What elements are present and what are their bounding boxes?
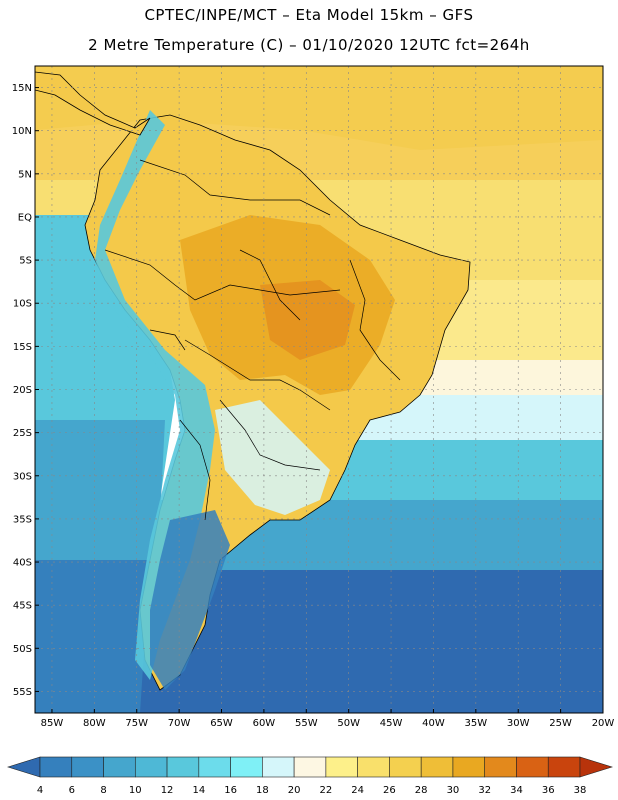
lon-label: 50W [337, 718, 360, 729]
lon-label: 55W [295, 718, 318, 729]
colorbar-cell [262, 756, 295, 778]
colorbar-cell [103, 756, 136, 778]
colorbar-label: 14 [192, 785, 205, 796]
pacific-band-mid [35, 420, 165, 580]
colorbar-label: 8 [100, 785, 106, 796]
lat-label: 5S [19, 256, 32, 267]
pacific-band-cold [35, 560, 150, 713]
colorbar-cell [357, 756, 390, 778]
colorbar-cell [420, 756, 454, 778]
colorbar-label: 18 [256, 785, 269, 796]
colorbar-label: 12 [161, 785, 174, 796]
lon-label: 30W [507, 718, 530, 729]
colorbar-cell [484, 756, 517, 778]
longitude-labels: 85W 80W 75W 70W 65W 60W 55W 50W 45W 40W 35W 30W 25W 2… [41, 718, 615, 729]
map-title-line2: 2 Metre Temperature (C) – 01/10/2020 12U… [88, 36, 530, 54]
map-title-line1: CPTEC/INPE/MCT – Eta Model 15km – GFS [144, 6, 474, 24]
colorbar-cell [134, 756, 168, 778]
lon-label: 60W [253, 718, 276, 729]
lon-label: 20W [592, 718, 615, 729]
lon-label: 85W [41, 718, 64, 729]
map-frame [34, 65, 604, 714]
colorbar-cell [452, 756, 486, 778]
colorbar-cell [71, 756, 104, 778]
lat-label: EQ [18, 212, 32, 223]
lon-label: 40W [422, 718, 445, 729]
lat-label: 40S [13, 558, 32, 569]
lon-label: 35W [465, 718, 488, 729]
colorbar-label: 32 [478, 785, 491, 796]
lat-label: 55S [13, 687, 32, 698]
lon-label: 70W [168, 718, 191, 729]
colorbar-label: 6 [69, 785, 75, 796]
lon-label: 65W [210, 718, 233, 729]
colorbar-cell [389, 756, 422, 778]
temperature-map: 15N 10N 5N EQ 5S 10S 15S 20S 25S 30S 35S 40S 45S 50S 5… [12, 65, 615, 729]
lat-lon-grid [35, 66, 604, 713]
colorbar-cell [39, 756, 73, 778]
colorbar-label: 28 [415, 785, 428, 796]
colorbar-label: 38 [574, 785, 587, 796]
colorbar-labels: 4 6 8 10 12 14 16 18 20 22 24 26 28 30 32 34 36 38 [37, 785, 587, 796]
colorbar-label: 30 [447, 785, 460, 796]
colorbar-cell [230, 756, 263, 778]
lat-label: 10N [12, 126, 32, 137]
colorbar-label: 16 [224, 785, 237, 796]
colorbar-label: 24 [351, 785, 364, 796]
temperature-colorbar: 4 6 8 10 12 14 16 18 20 22 24 26 28 30 32 34 36 38 [6, 756, 614, 796]
colorbar-cell [293, 756, 327, 778]
colorbar-label: 34 [510, 785, 523, 796]
colorbar-label: 36 [542, 785, 555, 796]
colorbar-cell [516, 756, 549, 778]
colorbar-label: 10 [129, 785, 142, 796]
lon-label: 45W [380, 718, 403, 729]
lat-label: 5N [18, 169, 32, 180]
colorbar-label: 20 [288, 785, 301, 796]
lat-label: 15S [13, 342, 32, 353]
colorbar-cell [547, 756, 581, 778]
lon-label: 80W [83, 718, 106, 729]
colorbar-cell [198, 756, 231, 778]
lon-label: 75W [125, 718, 148, 729]
colorbar-arrow-low [6, 756, 41, 778]
country-borders [104, 159, 401, 521]
lat-label: 25S [13, 428, 32, 439]
colorbar-label: 22 [320, 785, 333, 796]
central-america-land [35, 71, 151, 136]
patagonia-cold [150, 510, 230, 690]
lat-label: 35S [13, 514, 32, 525]
colorbar-label: 26 [383, 785, 396, 796]
lat-label: 30S [13, 471, 32, 482]
lat-label: 45S [13, 601, 32, 612]
lat-label: 15N [12, 83, 32, 94]
lat-label: 50S [13, 644, 32, 655]
latitude-labels: 15N 10N 5N EQ 5S 10S 15S 20S 25S 30S 35S 40S 45S 50S 5… [12, 83, 32, 698]
colorbar-cell [166, 756, 200, 778]
caribbean-warm [35, 66, 603, 150]
colorbar-cell [325, 756, 358, 778]
lat-label: 20S [13, 385, 32, 396]
lat-label: 10S [13, 299, 32, 310]
colorbar-label: 4 [37, 785, 43, 796]
lon-label: 25W [549, 718, 572, 729]
colorbar-cells [6, 756, 614, 778]
map-field [35, 66, 603, 713]
brazil-hottest-core [260, 280, 355, 360]
colorbar-arrow-high [579, 756, 614, 778]
